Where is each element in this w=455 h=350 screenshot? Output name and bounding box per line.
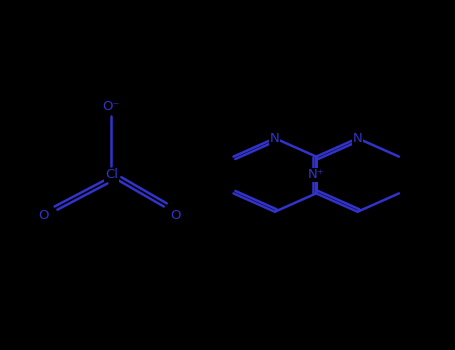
Text: O: O xyxy=(170,209,181,222)
Text: Cl: Cl xyxy=(105,168,118,182)
Text: N⁺: N⁺ xyxy=(308,168,324,182)
Text: N: N xyxy=(270,132,280,145)
Text: O: O xyxy=(38,209,49,222)
Text: O⁻: O⁻ xyxy=(103,100,120,113)
Text: N: N xyxy=(353,132,363,145)
